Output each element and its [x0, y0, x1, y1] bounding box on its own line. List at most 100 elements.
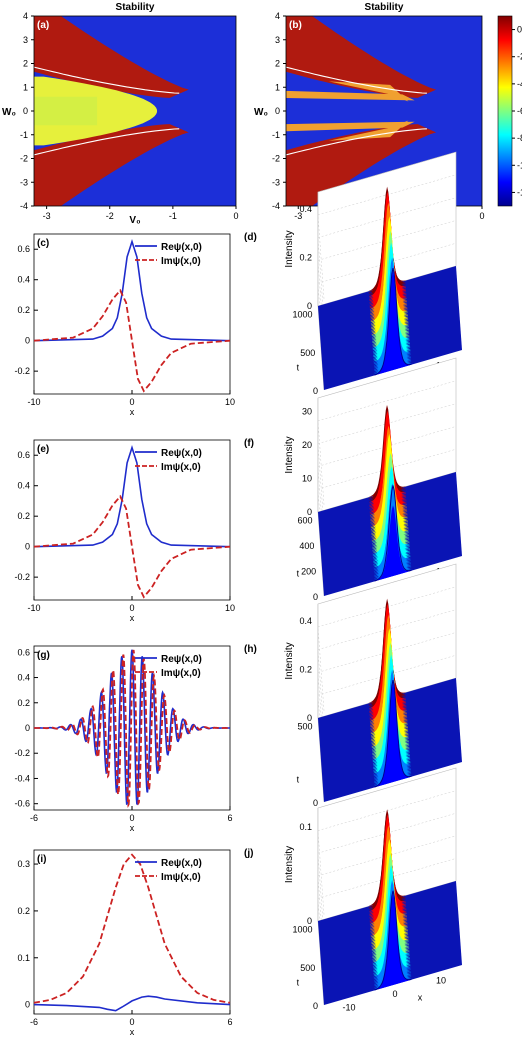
orange-wedge-lower: [328, 120, 409, 141]
y-tick-label: 4: [275, 11, 280, 21]
x-tick-label: 10: [225, 397, 235, 407]
orange-wedge-upper: [328, 81, 409, 102]
panel-label: (a): [37, 20, 49, 31]
x-axis-label: x: [130, 1027, 135, 1037]
x-tick-label: -6: [30, 1017, 38, 1027]
y-tick-label: -0.2: [14, 366, 30, 376]
surface-plot-j: 0.1 0 -10 0 10 1000 500 0 Intensity x t (j): [244, 767, 462, 1012]
series-im-line: [33, 288, 231, 393]
y-tick-label: 0.6: [17, 244, 30, 254]
unstable-band-upper: [34, 16, 189, 98]
plot-frame: [33, 849, 231, 1015]
y-tick-label: 0: [23, 106, 28, 116]
y-tick-label: 0: [25, 1000, 30, 1010]
grid-line: [317, 790, 457, 915]
boundary-curve: [34, 128, 180, 156]
line-chart-e: 0.6 0.4 0.2 0 -0.2 -10 0 10 x (e) Reψ(x,0) Imψ(x,0): [14, 439, 235, 623]
y-tick-label: -0.6: [14, 799, 30, 809]
y-tick-label: 0.6: [17, 647, 30, 657]
y-tick-label: 0.2: [17, 305, 30, 315]
y-tick-label: 0.2: [17, 698, 30, 708]
series-re-line: [33, 444, 231, 548]
panel-label: (h): [244, 644, 257, 655]
series-re-line: [33, 995, 231, 1012]
z-tick-label: 20: [302, 440, 312, 450]
y-tick-label: 0.2: [17, 906, 30, 916]
colorbar-tick-label: -4: [517, 79, 522, 89]
heatmap-area: [34, 16, 236, 206]
line-chart-c: 0.6 0.4 0.2 0 -0.2 -10 0 10 x (c) Reψ(x,0) Imψ(x,0): [14, 233, 235, 417]
z-tick-label: 0.4: [299, 616, 312, 626]
ridge-slice: [374, 505, 412, 582]
t-tick-label: 1000: [293, 310, 313, 320]
z-axis-label: Intensity: [284, 436, 295, 473]
ridge-slice: [374, 271, 412, 376]
y-tick-label: 0: [25, 542, 30, 552]
x-tick-label: 10: [436, 976, 446, 986]
t-axis-label: t: [297, 775, 300, 785]
x-tick-label: -10: [27, 397, 40, 407]
ridge-front-edge: [374, 485, 412, 582]
series-im-line: [33, 494, 231, 599]
t-axis-label: t: [297, 978, 300, 988]
boundary-curve: [286, 66, 427, 94]
legend-label: Imψ(x,0): [161, 256, 201, 267]
z-tick-label: 0.4: [299, 204, 312, 214]
x-axis-label: V₀: [129, 215, 140, 226]
z-tick-label: 30: [302, 406, 312, 416]
y-tick-label: -0.2: [14, 748, 30, 758]
legend-label: Reψ(x,0): [161, 654, 202, 665]
colorbar-tick-label: -8: [517, 133, 522, 143]
heatmap-a-svg: 4 3 2 1 0 -1 -2 -3 -4 -3 -2 -1 0 V₀ W₀ Stability (a): [2, 2, 238, 226]
orange-strip-lower: [286, 121, 415, 132]
x-tick-label: 0: [392, 989, 397, 999]
boundary-curve: [34, 66, 180, 94]
x-tick-label: -10: [27, 603, 40, 613]
chart-title: Stability: [365, 2, 404, 13]
x-tick-label: 0: [233, 211, 238, 221]
x-axis-label: x: [418, 992, 423, 1002]
surface-plot-h: 0.40.20-100105000Intensityxt(h): [244, 563, 462, 809]
panel-label: (e): [37, 444, 49, 455]
x-axis-label: x: [130, 823, 135, 833]
y-tick-label: 3: [275, 35, 280, 45]
line-chart-g: 0.6 0.4 0.2 0 -0.2 -0.4 -0.6-6 0 6 x (g) Reψ(x,0) Im…: [14, 645, 233, 833]
panel-label: (b): [289, 20, 302, 31]
z-tick-label: 0: [307, 507, 312, 517]
y-tick-label: 0: [25, 723, 30, 733]
ridge-front-edge: [374, 679, 412, 788]
y-tick-label: -2: [20, 154, 28, 164]
orange-strip-upper: [286, 90, 415, 101]
legend-label: Reψ(x,0): [161, 242, 202, 253]
z-tick-label: 0: [307, 301, 312, 311]
y-axis-label: W₀: [254, 107, 268, 118]
colorbar-tick-label: -10: [517, 160, 522, 170]
line-chart-i: 0.30.20.10-6 0 6x(i) Reψ(x,0)Imψ(x,0): [17, 849, 233, 1037]
y-tick-label: 0.6: [17, 450, 30, 460]
y-tick-label: 0: [25, 336, 30, 346]
grid-line: [317, 174, 457, 299]
x-tick-label: 10: [225, 603, 235, 613]
z-tick-label: 0.2: [299, 252, 312, 262]
panel-label: (g): [37, 650, 50, 661]
panel-i: 0.3 0.2 0.1 0 -6 0 6 x (i) Reψ(x,0) Imψ(x,0): [0, 842, 240, 1042]
y-tick-label: 1: [23, 82, 28, 92]
y-tick-label: 0.1: [17, 953, 30, 963]
y-tick-label: 1: [275, 82, 280, 92]
unstable-band-lower: [34, 124, 189, 206]
z-tick-label: 0: [307, 916, 312, 926]
panel-e: 0.6 0.4 0.2 0 -0.2 -10 0 10 x (e) Reψ(x,0) Imψ(x,0): [0, 432, 240, 628]
colorbar-tick-label: -2: [517, 52, 522, 62]
ridge-slice: [374, 683, 412, 788]
t-tick-label: 200: [301, 567, 316, 577]
y-tick-label: 3: [23, 35, 28, 45]
t-tick-label: 500: [300, 348, 315, 358]
y-tick-label: -0.4: [14, 773, 30, 783]
chart-title: Stability: [116, 2, 155, 13]
plot-frame: [33, 233, 231, 395]
x-tick-label: 0: [129, 1017, 134, 1027]
legend-label: Reψ(x,0): [161, 448, 202, 459]
